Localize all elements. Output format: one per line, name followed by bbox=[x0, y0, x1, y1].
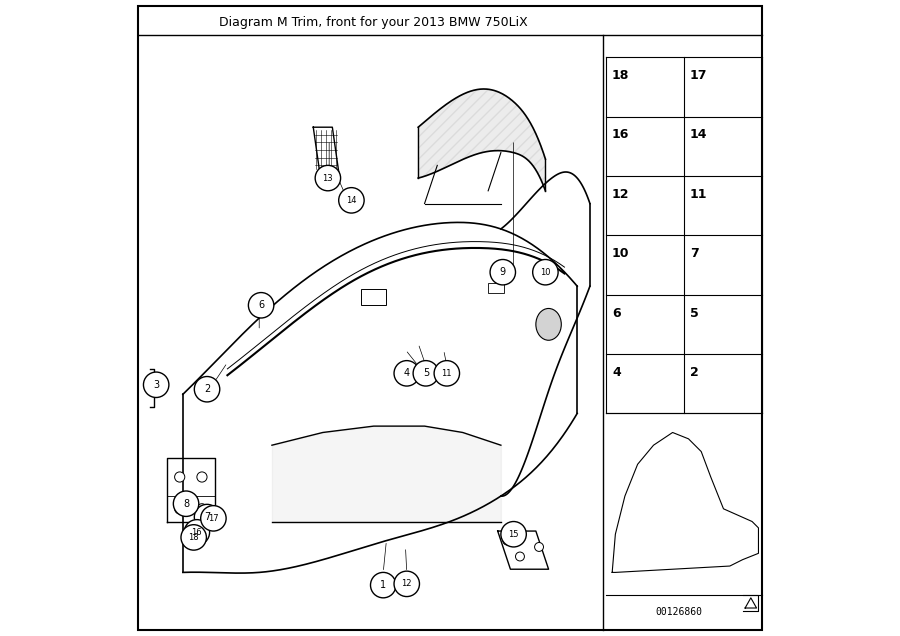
Circle shape bbox=[175, 472, 184, 482]
Circle shape bbox=[501, 522, 526, 547]
FancyBboxPatch shape bbox=[488, 283, 504, 293]
Text: 3: 3 bbox=[153, 380, 159, 390]
Circle shape bbox=[338, 188, 364, 213]
Text: 11: 11 bbox=[442, 369, 452, 378]
Text: 6: 6 bbox=[612, 307, 621, 319]
Circle shape bbox=[194, 377, 220, 402]
Text: Diagram M Trim, front for your 2013 BMW 750LiX: Diagram M Trim, front for your 2013 BMW … bbox=[220, 16, 528, 29]
Circle shape bbox=[371, 572, 396, 598]
Circle shape bbox=[248, 293, 274, 318]
Circle shape bbox=[174, 491, 199, 516]
Text: 10: 10 bbox=[612, 247, 630, 260]
Text: 18: 18 bbox=[188, 533, 199, 542]
Circle shape bbox=[184, 520, 210, 545]
Text: 6: 6 bbox=[258, 300, 265, 310]
Ellipse shape bbox=[536, 308, 562, 340]
Text: 2: 2 bbox=[204, 384, 211, 394]
Circle shape bbox=[535, 543, 544, 551]
Circle shape bbox=[434, 361, 460, 386]
Circle shape bbox=[491, 259, 516, 285]
Circle shape bbox=[143, 372, 169, 398]
Circle shape bbox=[413, 361, 438, 386]
Text: 17: 17 bbox=[208, 514, 219, 523]
Text: 4: 4 bbox=[612, 366, 621, 379]
Circle shape bbox=[516, 552, 525, 561]
Text: 14: 14 bbox=[346, 196, 356, 205]
Text: 14: 14 bbox=[690, 128, 707, 141]
Text: 12: 12 bbox=[612, 188, 630, 201]
Text: 12: 12 bbox=[401, 579, 412, 588]
Circle shape bbox=[181, 525, 206, 550]
Text: 17: 17 bbox=[690, 69, 707, 82]
Text: 1: 1 bbox=[380, 580, 386, 590]
Text: 15: 15 bbox=[508, 530, 518, 539]
Circle shape bbox=[175, 504, 184, 514]
Circle shape bbox=[194, 504, 220, 530]
Text: 9: 9 bbox=[500, 267, 506, 277]
Text: 18: 18 bbox=[612, 69, 629, 82]
Circle shape bbox=[394, 571, 419, 597]
Text: 7: 7 bbox=[204, 512, 211, 522]
Circle shape bbox=[503, 536, 512, 545]
Circle shape bbox=[394, 361, 419, 386]
Circle shape bbox=[197, 504, 207, 514]
Text: 7: 7 bbox=[690, 247, 698, 260]
Circle shape bbox=[533, 259, 558, 285]
Text: 16: 16 bbox=[612, 128, 629, 141]
Circle shape bbox=[315, 165, 340, 191]
Circle shape bbox=[201, 506, 226, 531]
Text: 8: 8 bbox=[183, 499, 189, 509]
Text: 00126860: 00126860 bbox=[655, 607, 703, 617]
FancyBboxPatch shape bbox=[139, 6, 761, 630]
FancyBboxPatch shape bbox=[361, 289, 386, 305]
Text: 11: 11 bbox=[690, 188, 707, 201]
Text: 5: 5 bbox=[423, 368, 429, 378]
Text: 5: 5 bbox=[690, 307, 698, 319]
Text: 10: 10 bbox=[540, 268, 551, 277]
Text: 2: 2 bbox=[690, 366, 698, 379]
Circle shape bbox=[197, 472, 207, 482]
Text: 4: 4 bbox=[404, 368, 410, 378]
Text: 13: 13 bbox=[322, 174, 333, 183]
Text: 16: 16 bbox=[192, 528, 202, 537]
